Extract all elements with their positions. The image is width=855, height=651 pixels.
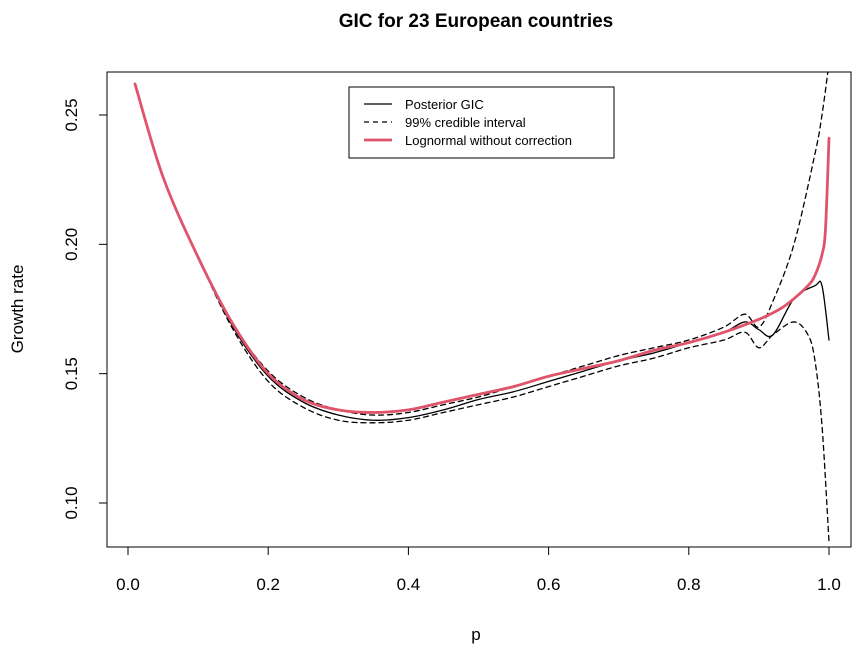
x-axis-label: p [471, 625, 480, 644]
legend: Posterior GIC 99% credible interval Lognor… [348, 86, 615, 159]
y-tick-label: 0.20 [62, 228, 81, 261]
x-tick-label: 0.6 [537, 575, 561, 594]
x-tick-label: 0.2 [256, 575, 280, 594]
y-tick-label: 0.25 [62, 98, 81, 131]
y-axis: 0.10 0.15 0.20 0.25 [62, 98, 108, 520]
series-line-posterior-gic-0 [134, 83, 830, 421]
legend-box [348, 86, 615, 159]
y-axis-label: Growth rate [8, 265, 27, 354]
legend-label: Lognormal without correction [405, 133, 572, 148]
chart-title: GIC for 23 European countries [339, 11, 614, 32]
legend-label: Posterior GIC [405, 97, 484, 112]
x-tick-label: 1.0 [817, 575, 841, 594]
legend-label: 99% credible interval [405, 115, 526, 130]
x-tick-label: 0.4 [397, 575, 421, 594]
x-tick-label: 0.8 [677, 575, 701, 594]
x-tick-label: 0.0 [116, 575, 140, 594]
y-tick-label: 0.10 [62, 486, 81, 519]
series-line-lognormal-without-correction-3 [133, 82, 831, 414]
series-line-99-credible-interval-2 [134, 83, 830, 543]
y-tick-label: 0.15 [62, 357, 81, 390]
series-layer [133, 72, 831, 543]
x-axis: 0.0 0.2 0.4 0.6 0.8 1.0 [116, 546, 841, 594]
